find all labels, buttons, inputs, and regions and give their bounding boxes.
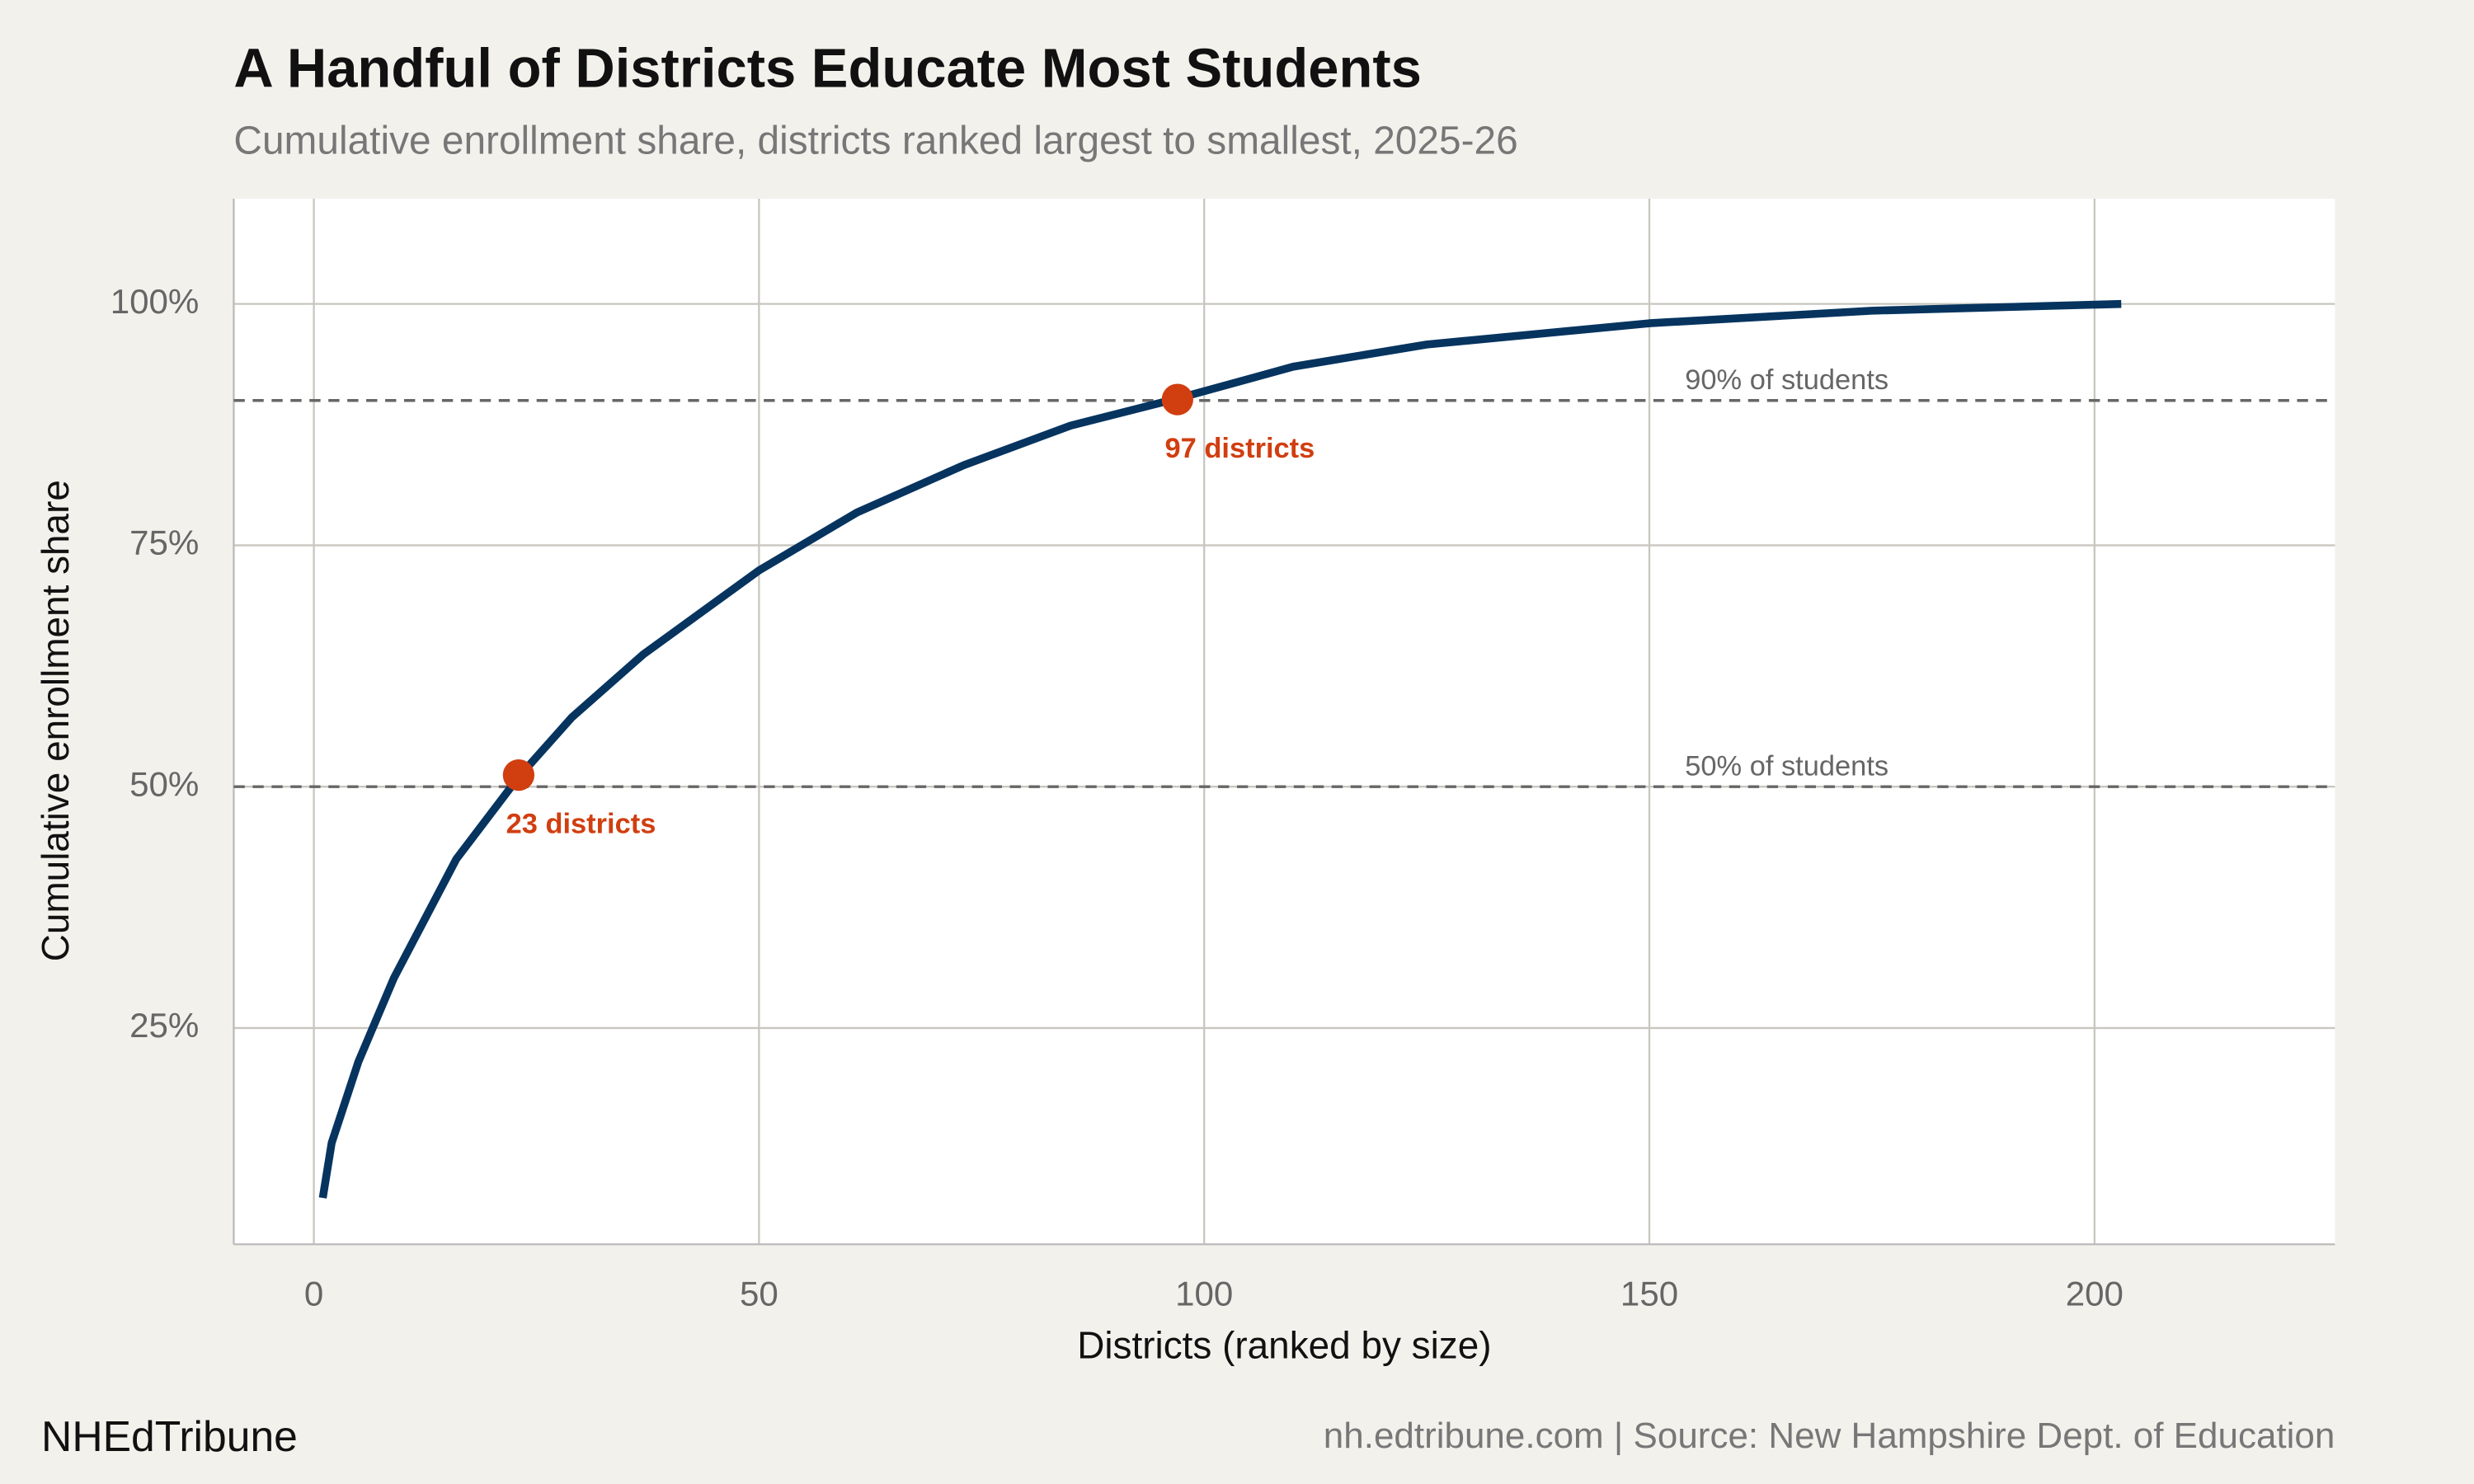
footer-source: nh.edtribune.com | Source: New Hampshire… — [1324, 1416, 2335, 1456]
chart-subtitle: Cumulative enrollment share, districts r… — [233, 120, 1517, 163]
x-tick-label: 150 — [1620, 1274, 1678, 1313]
chart-title: A Handful of Districts Educate Most Stud… — [233, 38, 1422, 100]
data-line — [318, 299, 2122, 1199]
highlight-label: 23 districts — [506, 808, 656, 839]
x-tick-label: 0 — [304, 1274, 323, 1313]
reference-label: 90% of students — [1685, 364, 1888, 396]
plot-area — [233, 199, 2335, 1245]
highlight-point — [1161, 383, 1193, 416]
y-tick-label: 50% — [129, 764, 199, 803]
highlight-label: 97 districts — [1165, 433, 1315, 464]
y-tick-label: 75% — [129, 524, 199, 562]
y-tick-label: 100% — [111, 282, 200, 321]
x-axis-title: Districts (ranked by size) — [1077, 1324, 1491, 1367]
highlight-point — [502, 758, 535, 791]
reference-label: 50% of students — [1685, 750, 1888, 782]
y-tick-label: 25% — [129, 1006, 199, 1045]
x-tick-label: 200 — [2066, 1274, 2124, 1313]
y-axis-title: Cumulative enrollment share — [34, 480, 77, 961]
footer-brand: NHEdTribune — [41, 1412, 298, 1460]
x-tick-label: 100 — [1175, 1274, 1233, 1313]
x-tick-label: 50 — [740, 1274, 778, 1313]
